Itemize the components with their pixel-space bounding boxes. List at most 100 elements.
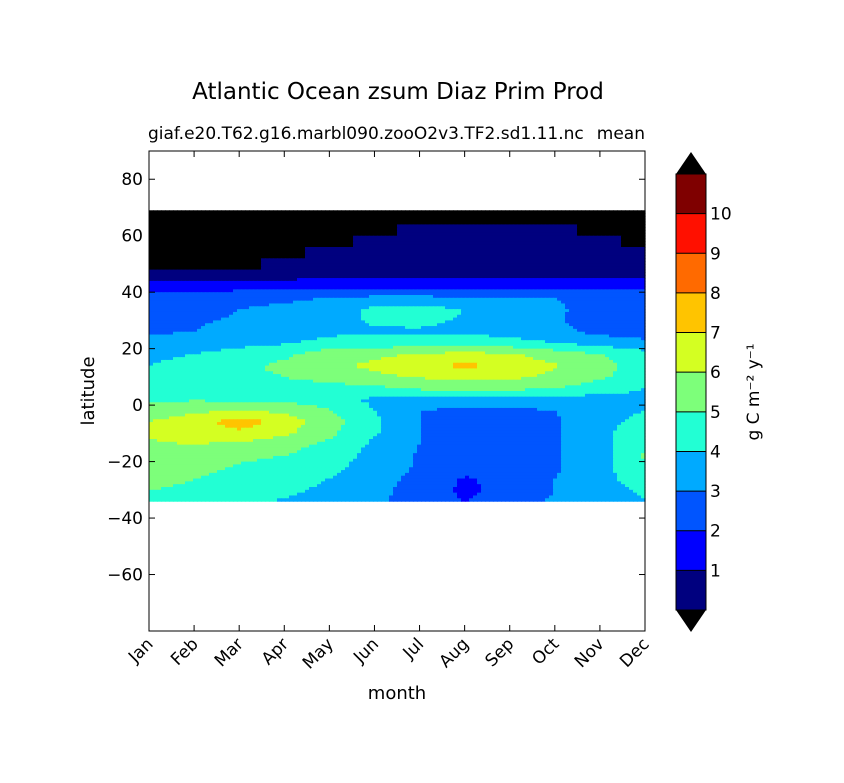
heatmap-cell — [181, 224, 186, 228]
heatmap-cell — [485, 230, 490, 234]
heatmap-cell — [161, 213, 166, 217]
heatmap-cell — [165, 227, 170, 231]
heatmap-cell — [157, 241, 162, 245]
heatmap-cell — [405, 241, 410, 245]
heatmap-cell — [545, 215, 550, 220]
heatmap-cell — [501, 238, 506, 242]
heatmap-cell — [433, 232, 438, 237]
heatmap-cell — [461, 218, 466, 223]
heatmap-cell — [633, 213, 638, 217]
heatmap-cell — [217, 238, 222, 242]
heatmap-cell — [209, 235, 214, 240]
heatmap-cell — [601, 235, 606, 240]
heatmap-cell — [441, 227, 446, 231]
heatmap-cell — [637, 238, 642, 242]
heatmap-cell — [149, 213, 154, 217]
heatmap-cell — [253, 218, 258, 223]
heatmap-cell — [493, 210, 498, 214]
heatmap-cell — [473, 210, 478, 214]
heatmap-cell — [333, 241, 338, 245]
heatmap-cell — [313, 213, 318, 217]
heatmap-cell — [369, 213, 374, 217]
heatmap-cell — [221, 241, 226, 245]
heatmap-cell — [221, 213, 226, 217]
heatmap-cell — [269, 230, 274, 234]
heatmap-cell — [365, 227, 370, 231]
heatmap-cell — [641, 215, 646, 220]
heatmap-cell — [385, 215, 390, 220]
heatmap-cell — [189, 210, 194, 214]
heatmap-cell — [581, 221, 586, 226]
heatmap-cell — [605, 232, 610, 237]
heatmap-cell — [445, 213, 450, 217]
heatmap-cell — [361, 210, 366, 214]
heatmap-cell — [533, 241, 538, 245]
heatmap-cell — [261, 241, 266, 245]
heatmap-cell — [365, 241, 370, 245]
heatmap-cell — [577, 215, 582, 220]
heatmap-cell — [281, 235, 286, 240]
heatmap-cell — [293, 221, 298, 226]
heatmap-cell — [161, 218, 166, 223]
heatmap-cell — [357, 230, 362, 234]
heatmap-cell — [325, 221, 330, 226]
heatmap-cell — [209, 238, 214, 242]
heatmap-cell — [405, 230, 410, 234]
heatmap-cell — [153, 230, 158, 234]
heatmap-cell — [397, 218, 402, 223]
heatmap-cell — [449, 241, 454, 245]
heatmap-cell — [569, 241, 574, 245]
heatmap-cell — [341, 235, 346, 240]
heatmap-cell — [365, 230, 370, 234]
heatmap-cell — [269, 227, 274, 231]
heatmap-cell — [173, 213, 178, 217]
heatmap-cell — [489, 224, 494, 228]
heatmap-cell — [165, 244, 170, 248]
heatmap-cell — [289, 227, 294, 231]
heatmap-cell — [609, 232, 614, 237]
heatmap-cell — [461, 241, 466, 245]
heatmap-cell — [613, 221, 618, 226]
heatmap-cell — [481, 232, 486, 237]
heatmap-cell — [345, 241, 350, 245]
heatmap-cell — [273, 230, 278, 234]
heatmap-cell — [197, 221, 202, 226]
heatmap-cell — [365, 213, 370, 217]
heatmap-cell — [465, 224, 470, 228]
heatmap-cell — [373, 215, 378, 220]
heatmap-cell — [321, 232, 326, 237]
heatmap-cell — [257, 218, 262, 223]
heatmap-cell — [441, 221, 446, 226]
heatmap-cell — [197, 210, 202, 214]
heatmap-cell — [433, 210, 438, 214]
heatmap-cell — [629, 227, 634, 231]
heatmap-cell — [273, 218, 278, 223]
heatmap-cell — [533, 218, 538, 223]
heatmap-cell — [349, 215, 354, 220]
heatmap-cell — [561, 235, 566, 240]
heatmap-cell — [437, 215, 442, 220]
heatmap-cell — [237, 230, 242, 234]
heatmap-cell — [621, 230, 626, 234]
heatmap-cell — [433, 227, 438, 231]
heatmap-cell — [577, 241, 582, 245]
heatmap-cell — [309, 218, 314, 223]
heatmap-cell — [517, 241, 522, 245]
heatmap-cell — [465, 232, 470, 237]
heatmap-cell — [201, 221, 206, 226]
heatmap-cell — [573, 213, 578, 217]
heatmap-cell — [605, 221, 610, 226]
heatmap-cell — [457, 238, 462, 242]
heatmap-cell — [361, 224, 366, 228]
heatmap-cell — [245, 227, 250, 231]
heatmap-cell — [245, 230, 250, 234]
heatmap-cell — [557, 224, 562, 228]
heatmap-cell — [309, 238, 314, 242]
heatmap-cell — [445, 210, 450, 214]
heatmap-cell — [533, 235, 538, 240]
heatmap-cell — [641, 210, 646, 214]
heatmap-cell — [409, 215, 414, 220]
heatmap-cell — [377, 210, 382, 214]
heatmap-cell — [321, 218, 326, 223]
heatmap-cell — [597, 230, 602, 234]
